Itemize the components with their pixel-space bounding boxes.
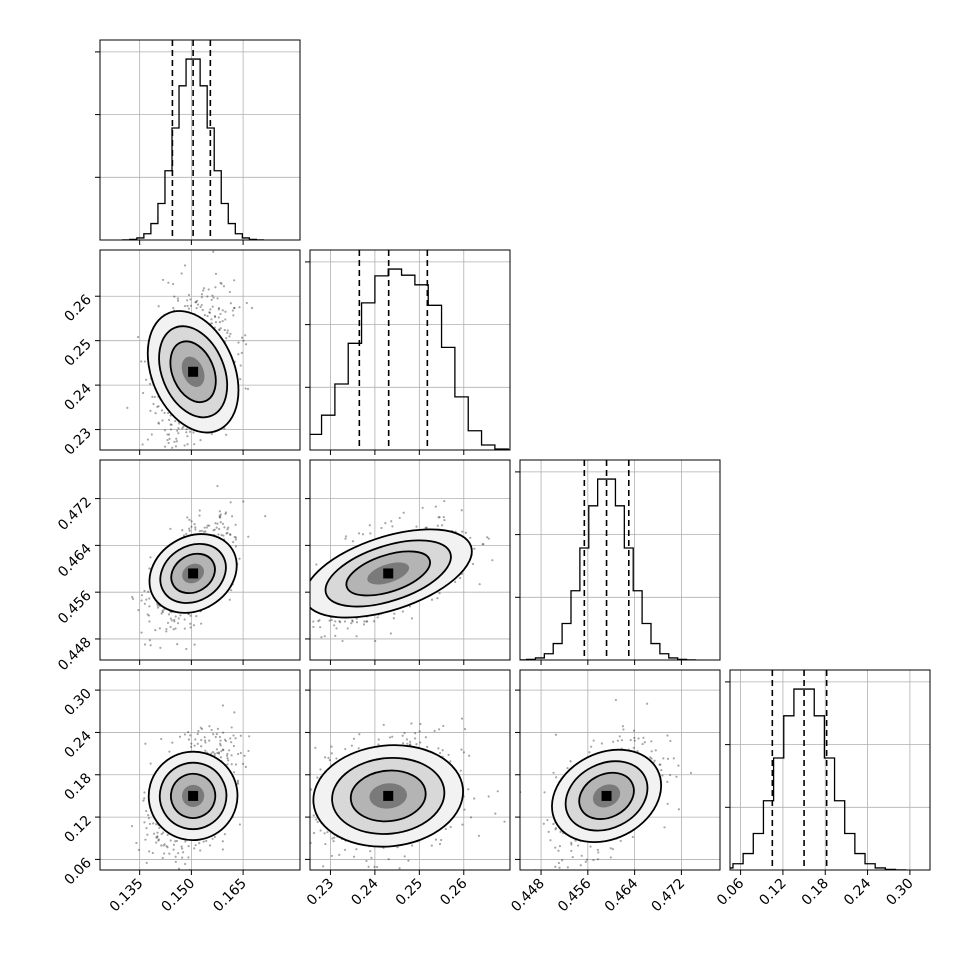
panel-content-1-2	[310, 460, 510, 660]
panel-content-0-3	[100, 670, 300, 870]
y-tick-label-3-0: 0.06	[61, 855, 94, 888]
panel-1-1	[305, 249, 511, 455]
x-tick-label-3-1: 0.12	[756, 876, 789, 909]
x-tick-label-1-2: 0.25	[393, 876, 426, 909]
x-tick-label-0-0: 0.135	[107, 876, 147, 916]
density-peak-0-3	[188, 790, 199, 801]
panel-frame-3-3	[729, 669, 931, 871]
x-tick-label-0-2: 0.165	[210, 876, 250, 916]
x-tick-label-3-0: 0.06	[714, 875, 747, 908]
y-tick-label-2-0: 0.448	[55, 634, 95, 674]
histogram-step-0	[122, 58, 265, 240]
panel-0-2: 0.448 0.456 0.464 0.472	[55, 459, 301, 674]
x-tick-label-1-0: 0.23	[304, 876, 337, 909]
panel-content-3-3	[730, 670, 930, 870]
density-peak-0-1	[188, 366, 199, 377]
x-tick-label-3-3: 0.24	[841, 875, 874, 908]
density-peak-0-2	[188, 568, 199, 579]
panel-content-2-3	[520, 670, 720, 870]
panel-content-1-3	[310, 670, 510, 870]
x-tick-label-0-1: 0.150	[159, 876, 199, 916]
panel-content-0-2	[100, 460, 300, 660]
y-tick-label-3-4: 0.30	[61, 686, 94, 719]
x-tick-label-3-4: 0.30	[883, 876, 916, 909]
panel-content-2-2	[520, 460, 720, 660]
panel-frame-1-2	[309, 459, 511, 661]
x-tick-label-2-0: 0.448	[508, 876, 548, 916]
panel-frame-1-3	[309, 669, 511, 871]
y-tick-label-1-3: 0.26	[61, 292, 94, 325]
histogram-step-3	[730, 688, 907, 870]
histogram-step-2	[520, 478, 697, 660]
x-tick-label-3-2: 0.18	[799, 876, 832, 909]
x-tick-label-1-3: 0.26	[437, 875, 470, 908]
panel-content-0-1	[100, 250, 300, 450]
y-tick-label-3-3: 0.24	[61, 728, 94, 761]
panel-3-3: 0.06 0.12 0.18 0.24 0.30	[714, 669, 931, 909]
panel-frame-2-3	[519, 669, 721, 871]
panel-2-2	[515, 459, 721, 665]
panel-frame-1-1	[309, 249, 511, 451]
panel-0-1: 0.23 0.24 0.25 0.26	[61, 249, 301, 458]
panel-frame-2-2	[519, 459, 721, 661]
panel-frame-0-2	[99, 459, 301, 661]
panel-1-3: 0.23 0.24 0.25 0.26	[304, 669, 511, 909]
density-peak-1-3	[383, 790, 394, 801]
panel-frame-0-1	[99, 249, 301, 451]
panel-2-3: 0.448 0.456 0.464 0.472	[508, 669, 721, 916]
y-tick-label-3-2: 0.18	[61, 770, 94, 803]
y-tick-label-2-1: 0.456	[55, 588, 95, 628]
panel-0-0	[95, 39, 301, 245]
panel-frame-0-3	[99, 669, 301, 871]
panel-0-3: 0.135 0.150 0.165 0.06 0.12 0.18 0.24 0.30	[61, 669, 301, 916]
y-tick-label-2-3: 0.472	[55, 494, 95, 534]
panel-1-2	[305, 459, 511, 665]
y-tick-label-1-1: 0.24	[61, 381, 94, 414]
y-tick-label-2-2: 0.464	[55, 541, 95, 581]
panel-frame-0-0	[99, 39, 301, 241]
x-tick-label-2-2: 0.464	[602, 875, 642, 915]
y-tick-label-1-0: 0.23	[61, 425, 94, 458]
x-tick-label-2-3: 0.472	[649, 876, 689, 916]
panel-content-1-1	[310, 250, 510, 450]
x-tick-label-1-1: 0.24	[348, 875, 381, 908]
y-tick-label-1-2: 0.25	[61, 336, 94, 369]
density-peak-2-3	[601, 790, 612, 801]
panel-content-0-0	[100, 40, 300, 240]
x-tick-label-2-1: 0.456	[555, 875, 595, 915]
density-peak-1-2	[383, 568, 394, 579]
y-tick-label-3-1: 0.12	[61, 813, 94, 846]
